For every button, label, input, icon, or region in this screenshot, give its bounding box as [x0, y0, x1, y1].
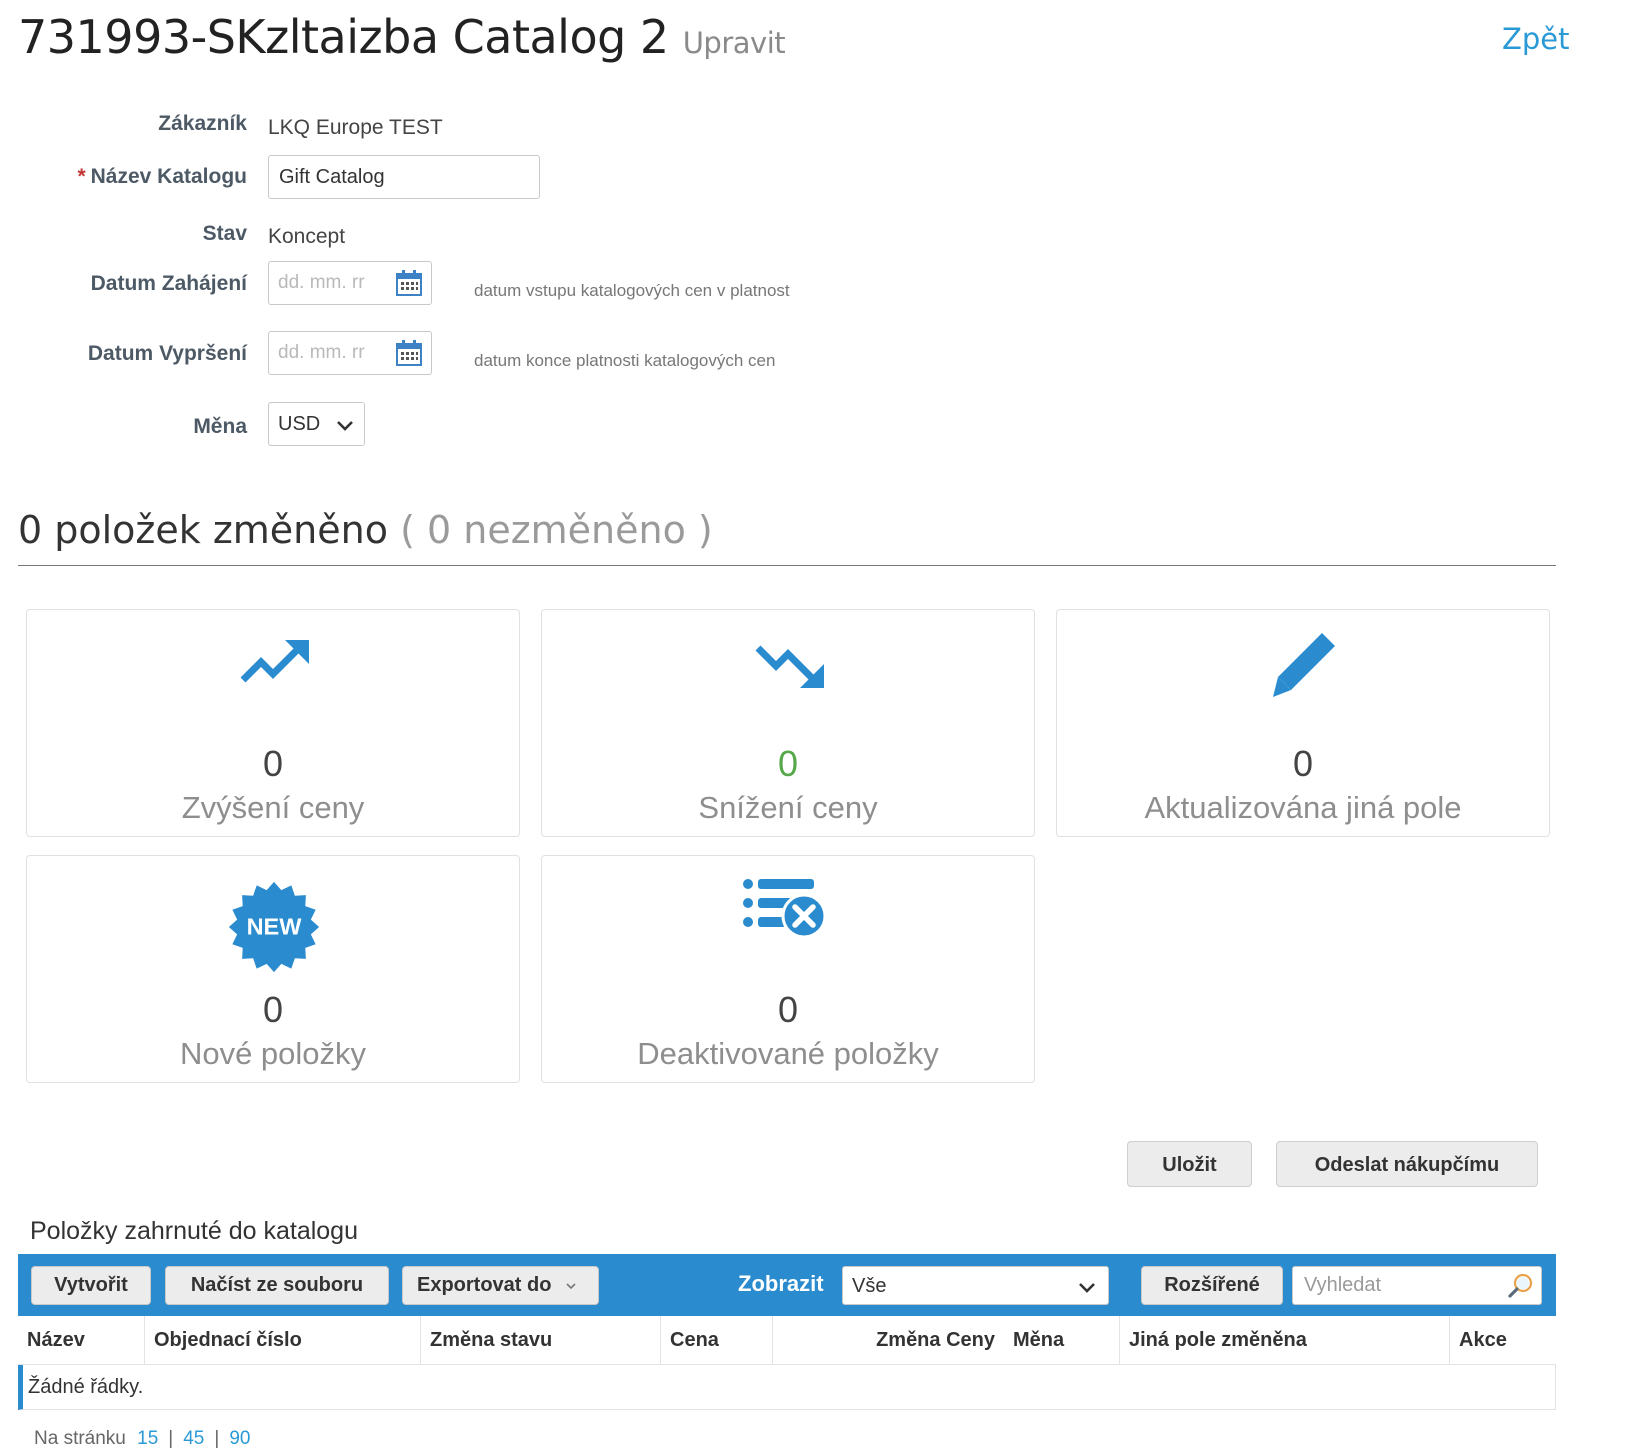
list-remove-icon: [743, 879, 826, 938]
export-label: Exportovat do: [417, 1274, 552, 1296]
other-fields-label: Aktualizována jiná pole: [1144, 790, 1462, 825]
column-header-other-fields-changed[interactable]: Jiná pole změněna: [1119, 1316, 1449, 1364]
page-title: 731993-SKzltaizba Catalog 2 Upravit: [18, 10, 786, 64]
end-date-placeholder: dd. mm. rr: [278, 342, 365, 363]
end-date-hint: datum konce platnosti katalogových cen: [474, 351, 776, 370]
price-increase-count: 0: [262, 743, 284, 784]
back-link[interactable]: Zpět: [1502, 22, 1570, 56]
items-toolbar: Vytvořit Načíst ze souboru Exportovat do…: [18, 1254, 1556, 1316]
page-size-option-15[interactable]: 15: [137, 1428, 159, 1449]
export-dropdown-button[interactable]: Exportovat do: [402, 1266, 599, 1305]
items-table-header: Název Objednací číslo Změna stavu Cena Z…: [18, 1316, 1556, 1365]
column-header-order-number[interactable]: Objednací číslo: [144, 1316, 420, 1364]
summary-heading: 0 položek změněno ( 0 nezměněno ): [18, 508, 713, 552]
new-badge-icon: NEW: [228, 881, 320, 973]
currency-select[interactable]: USD: [268, 402, 365, 446]
new-items-count: 0: [262, 989, 284, 1030]
tile-price-decrease[interactable]: 0 Snížení ceny: [541, 609, 1035, 837]
catalog-title: 731993-SKzltaizba Catalog 2: [18, 10, 669, 64]
status-label: Stav: [202, 222, 247, 245]
start-date-placeholder: dd. mm. rr: [278, 272, 365, 293]
show-filter-value: Vše: [852, 1275, 887, 1297]
empty-table-message: Žádné řádky.: [18, 1365, 1556, 1410]
column-header-price[interactable]: Cena: [660, 1316, 772, 1364]
column-header-status-change[interactable]: Změna stavu: [420, 1316, 660, 1364]
end-date-input[interactable]: dd. mm. rr: [268, 331, 432, 375]
currency-value: USD: [278, 413, 321, 435]
catalog-name-input[interactable]: [268, 155, 540, 199]
import-from-file-button[interactable]: Načíst ze souboru: [165, 1266, 389, 1305]
status-value: Koncept: [268, 225, 346, 248]
pencil-icon: [1273, 633, 1335, 697]
trending-down-icon: [755, 645, 824, 688]
customer-label: Zákazník: [158, 112, 247, 135]
deactivated-items-label: Deaktivované položky: [637, 1036, 939, 1071]
new-badge-text: NEW: [247, 914, 303, 940]
price-increase-label: Zvýšení ceny: [181, 790, 365, 825]
search-input[interactable]: [1292, 1266, 1542, 1305]
chevron-down-icon: [1079, 1283, 1095, 1293]
divider: [18, 565, 1556, 566]
chevron-down-icon: [337, 421, 353, 431]
calendar-icon[interactable]: [395, 269, 423, 297]
currency-label: Měna: [193, 415, 247, 438]
page-size-option-45[interactable]: 45: [183, 1428, 205, 1449]
calendar-icon[interactable]: [395, 339, 423, 367]
page-size-option-90[interactable]: 90: [229, 1428, 251, 1449]
show-filter-label: Zobrazit: [738, 1271, 824, 1296]
catalog-name-label: * Název Katalogu: [77, 165, 247, 189]
price-decrease-label: Snížení ceny: [698, 790, 878, 825]
show-filter-select[interactable]: Vše: [842, 1266, 1109, 1305]
items-section-title: Položky zahrnuté do katalogu: [30, 1217, 358, 1245]
other-fields-count: 0: [1292, 743, 1314, 784]
pager-separator: |: [168, 1428, 174, 1449]
page-subtitle: Upravit: [682, 26, 786, 60]
page-size-label: Na stránku: [34, 1428, 126, 1449]
changed-count-text: 0 položek změněno: [18, 508, 388, 552]
start-date-hint: datum vstupu katalogových cen v platnost: [474, 281, 790, 300]
column-header-actions: Akce: [1449, 1316, 1556, 1364]
end-date-label: Datum Vypršení: [87, 342, 247, 365]
trending-up-icon: [240, 640, 309, 683]
customer-value: LKQ Europe TEST: [268, 116, 443, 139]
new-items-label: Nové položky: [179, 1036, 367, 1071]
advanced-button[interactable]: Rozšířené: [1141, 1266, 1283, 1305]
chevron-down-icon: [566, 1283, 576, 1290]
create-button[interactable]: Vytvořit: [31, 1266, 151, 1305]
catalog-name-label-text: Název Katalogu: [90, 165, 247, 188]
required-marker: *: [77, 165, 86, 188]
deactivated-items-count: 0: [777, 989, 799, 1030]
tile-deactivated-items[interactable]: 0 Deaktivované položky: [541, 855, 1035, 1083]
start-date-input[interactable]: dd. mm. rr: [268, 261, 432, 305]
column-header-price-change[interactable]: Změna Ceny: [772, 1316, 1004, 1364]
pager-separator: |: [214, 1428, 220, 1449]
save-button[interactable]: Uložit: [1127, 1141, 1252, 1187]
tile-other-fields[interactable]: 0 Aktualizována jiná pole: [1056, 609, 1550, 837]
start-date-label: Datum Zahájení: [90, 272, 247, 295]
search-icon[interactable]: [1508, 1272, 1534, 1298]
tile-new-items[interactable]: NEW 0 Nové položky: [26, 855, 520, 1083]
column-header-currency[interactable]: Měna: [1013, 1329, 1065, 1351]
send-to-buyer-button[interactable]: Odeslat nákupčímu: [1276, 1141, 1538, 1187]
price-decrease-count: 0: [777, 743, 799, 784]
page-size-selector: Na stránku 15 | 45 | 90: [34, 1428, 256, 1450]
tile-price-increase[interactable]: 0 Zvýšení ceny: [26, 609, 520, 837]
unchanged-count-text: ( 0 nezměněno ): [400, 508, 713, 552]
column-header-name[interactable]: Název: [27, 1329, 85, 1351]
